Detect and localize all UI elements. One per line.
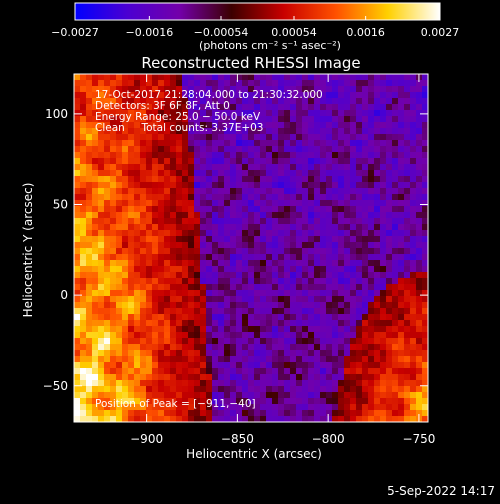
colorbar-tick-label: −0.00054 — [194, 26, 249, 39]
annotation-clean-counts: Clean Total counts: 3.37E+03 — [95, 122, 264, 134]
y-tick-label: 0 — [60, 288, 68, 302]
colorbar-tick-label: 0.00054 — [271, 26, 317, 39]
annotation-energy-range: Energy Range: 25.0 − 50.0 keV — [95, 111, 261, 123]
footer-date: 5-Sep-2022 14:17 — [387, 484, 495, 498]
y-tick-label: 50 — [53, 198, 68, 212]
colorbar-tick-label: 0.0016 — [346, 26, 385, 39]
colorbar — [75, 3, 440, 20]
x-axis-label: Heliocentric X (arcsec) — [186, 447, 322, 461]
y-tick-label: −50 — [43, 379, 68, 393]
colorbar-unit-label: (photons cm⁻² s⁻¹ asec⁻²) — [199, 39, 341, 52]
annotation-time-range: 17-Oct-2017 21:28:04.000 to 21:30:32.000 — [95, 89, 323, 101]
colorbar-tick-label: −0.0016 — [125, 26, 173, 39]
x-tick-label: −900 — [130, 432, 163, 446]
colorbar-frame — [74, 2, 441, 21]
y-tick-label: 100 — [45, 107, 68, 121]
y-axis-ticks: −50 0 50 100 — [43, 107, 428, 393]
x-axis-ticks: −900 −850 −800 −750 — [130, 74, 435, 446]
colorbar-tick-label: −0.0027 — [51, 26, 99, 39]
colorbar-tick-label: 0.0027 — [421, 26, 460, 39]
plot-frame — [73, 73, 429, 423]
x-tick-label: −800 — [312, 432, 345, 446]
x-tick-label: −750 — [402, 432, 435, 446]
annotation-detectors: Detectors: 3F 6F 8F, Att 0 — [95, 100, 230, 112]
annotation-peak-position: Position of Peak = [−911,−40] — [95, 398, 256, 410]
heatmap-image — [74, 74, 428, 422]
colorbar-ticks: −0.0027 −0.0016 −0.00054 0.00054 0.0016 0.002… — [51, 16, 459, 39]
chart-title: Reconstructed RHESSI Image — [141, 54, 360, 72]
y-axis-label: Heliocentric Y (arcsec) — [21, 183, 35, 318]
x-tick-label: −850 — [221, 432, 254, 446]
